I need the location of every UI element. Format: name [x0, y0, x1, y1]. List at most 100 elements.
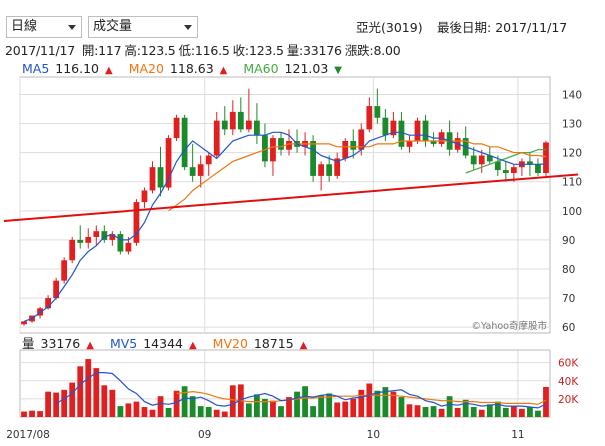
up-triangle-icon: ▲ — [219, 65, 228, 76]
candle-body — [486, 155, 493, 162]
legend-value: 118.63 — [165, 61, 218, 76]
price-y-tick: 140 — [562, 89, 582, 101]
quote-row: 2017/11/17 開:117 高:123.5 低:116.5 收:123.5 量:3… — [5, 40, 401, 59]
quote-item-value: 33176 — [303, 43, 342, 58]
candle-body — [543, 142, 549, 173]
volume-bar — [398, 397, 405, 417]
candle-body — [229, 111, 236, 130]
period-select[interactable]: 日線 — [6, 16, 82, 38]
candle-body — [470, 155, 477, 165]
volume-bar — [366, 383, 373, 417]
candle-body — [382, 117, 389, 136]
quote-item-label: 漲跌: — [344, 43, 374, 58]
candle-body — [278, 138, 284, 150]
legend-name: MV5 — [109, 336, 138, 351]
legend-value: 18715 — [249, 336, 298, 351]
candle-body — [77, 239, 84, 243]
volume-bar — [141, 407, 148, 417]
legend-item: MV20 18715 ▲ — [213, 336, 310, 351]
indicator-select[interactable]: 成交量 — [88, 16, 198, 38]
quote-item-value: 116.5 — [194, 43, 230, 58]
volume-bar — [37, 411, 43, 417]
candle-body — [197, 164, 204, 176]
candle-body — [53, 280, 60, 299]
down-triangle-icon: ▼ — [334, 65, 342, 76]
candle-body — [374, 106, 381, 118]
last-date-label: 最後日期: — [437, 20, 492, 35]
candle-body — [173, 117, 180, 139]
legend-name: MV20 — [212, 336, 248, 351]
volume-bar — [390, 391, 397, 417]
candle-body — [398, 120, 405, 147]
candle-body — [350, 141, 357, 150]
quote-item: 收:123.5 — [233, 43, 284, 58]
candle-body — [366, 106, 373, 130]
quote-item: 漲跌:8.00 — [345, 43, 401, 58]
legend-value: 121.03 — [280, 61, 333, 76]
volume-bar — [318, 395, 325, 417]
candle-body — [245, 120, 252, 130]
volume-panel: 2017/08 09 10 11 20K 40K 60K — [6, 349, 579, 441]
candle-body — [262, 135, 268, 162]
candle-body — [221, 120, 228, 130]
candle-body — [21, 321, 27, 325]
stock-name: 亞光(3019) — [356, 20, 423, 35]
price-y-tick: 70 — [562, 293, 575, 305]
volume-bar — [374, 390, 381, 417]
quote-item: 高:123.5 — [124, 43, 175, 58]
volume-bar — [278, 406, 284, 417]
legend-item: MV5 14344 ▲ — [110, 336, 199, 351]
price-y-tick: 80 — [562, 264, 575, 276]
volume-bar — [69, 382, 76, 417]
volume-bar — [430, 406, 437, 417]
legend-value: 116.10 — [51, 61, 103, 76]
candle-body — [326, 164, 333, 176]
volume-legend: 量 33176 ▲ MV5 14344 ▲ MV20 18715 ▲ — [22, 333, 323, 352]
indicator-select-value: 成交量 — [93, 19, 133, 34]
volume-bar — [510, 406, 517, 417]
volume-bar — [181, 386, 188, 417]
volume-bar — [53, 392, 60, 417]
up-triangle-icon: ▲ — [299, 340, 308, 351]
volume-frame — [19, 349, 551, 418]
quote-item-label: 開: — [81, 43, 99, 58]
candle-body — [270, 138, 276, 162]
candle-body — [141, 190, 148, 203]
mv5-line — [55, 372, 547, 409]
legend-name: MA20 — [128, 61, 164, 76]
candle-body — [237, 111, 244, 130]
volume-bar — [221, 411, 228, 417]
candle-body — [414, 120, 421, 141]
x-tick-label: 11 — [511, 429, 524, 441]
candle-body — [502, 170, 509, 173]
legend-name: MA5 — [22, 61, 50, 76]
volume-bar — [414, 405, 421, 417]
period-select-value: 日線 — [11, 19, 38, 34]
volume-bar — [29, 410, 35, 417]
quote-item-value: 123.5 — [248, 43, 284, 58]
mv20-line — [176, 390, 547, 405]
quote-item: 開:117 — [82, 43, 122, 58]
volume-bar — [326, 393, 333, 417]
chevron-down-icon — [184, 25, 192, 30]
price-y-tick: 100 — [562, 206, 582, 218]
quote-item-value: 117 — [98, 43, 122, 58]
candle-body — [527, 161, 533, 165]
candle-body — [358, 129, 365, 150]
candle-body — [478, 155, 485, 165]
candle-body — [45, 298, 51, 309]
volume-bar — [543, 386, 549, 417]
volume-bar — [422, 407, 429, 417]
volume-bar — [294, 391, 300, 417]
candle-body — [205, 155, 212, 165]
volume-bar — [149, 409, 156, 417]
legend-name: 量 — [22, 336, 35, 351]
volume-bar — [334, 402, 341, 417]
chevron-down-icon — [68, 25, 76, 30]
candle-body — [149, 167, 156, 191]
up-triangle-icon: ▲ — [86, 340, 94, 351]
candle-body — [494, 161, 501, 171]
volume-bar — [406, 404, 413, 417]
volume-bar — [286, 397, 292, 417]
volume-bar — [438, 408, 445, 417]
